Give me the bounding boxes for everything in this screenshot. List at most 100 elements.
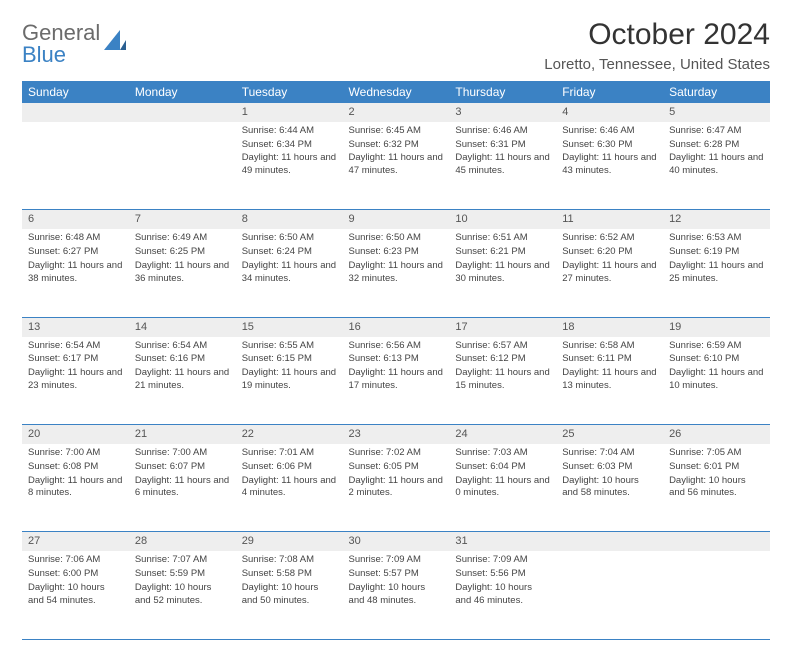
sunset-text: Sunset: 6:16 PM	[135, 353, 230, 366]
day-cell: Sunrise: 7:02 AMSunset: 6:05 PMDaylight:…	[343, 444, 450, 532]
daylight-text: Daylight: 11 hours and 10 minutes.	[669, 367, 764, 393]
sunset-text: Sunset: 6:24 PM	[242, 246, 337, 259]
daynum-row: 20212223242526	[22, 425, 770, 444]
sunset-text: Sunset: 6:04 PM	[455, 461, 550, 474]
sunrise-text: Sunrise: 6:44 AM	[242, 125, 337, 138]
day-number-cell: 25	[556, 425, 663, 444]
day-cell-body: Sunrise: 6:45 AMSunset: 6:32 PMDaylight:…	[343, 122, 450, 183]
day-cell: Sunrise: 7:09 AMSunset: 5:57 PMDaylight:…	[343, 551, 450, 639]
daylight-text: Daylight: 11 hours and 27 minutes.	[562, 260, 657, 286]
sunrise-text: Sunrise: 6:59 AM	[669, 340, 764, 353]
day-cell-body: Sunrise: 6:53 AMSunset: 6:19 PMDaylight:…	[663, 229, 770, 290]
sunset-text: Sunset: 6:19 PM	[669, 246, 764, 259]
day-cell-body: Sunrise: 6:58 AMSunset: 6:11 PMDaylight:…	[556, 337, 663, 398]
day-cell-body: Sunrise: 6:44 AMSunset: 6:34 PMDaylight:…	[236, 122, 343, 183]
day-cell-body: Sunrise: 6:54 AMSunset: 6:17 PMDaylight:…	[22, 337, 129, 398]
day-header: Thursday	[449, 81, 556, 103]
week-row: Sunrise: 7:00 AMSunset: 6:08 PMDaylight:…	[22, 444, 770, 532]
day-cell: Sunrise: 7:08 AMSunset: 5:58 PMDaylight:…	[236, 551, 343, 639]
sunrise-text: Sunrise: 6:50 AM	[349, 232, 444, 245]
sunset-text: Sunset: 6:07 PM	[135, 461, 230, 474]
day-cell: Sunrise: 6:54 AMSunset: 6:17 PMDaylight:…	[22, 337, 129, 425]
day-cell-body: Sunrise: 7:05 AMSunset: 6:01 PMDaylight:…	[663, 444, 770, 505]
day-cell: Sunrise: 7:09 AMSunset: 5:56 PMDaylight:…	[449, 551, 556, 639]
day-number-cell	[129, 103, 236, 122]
day-header: Sunday	[22, 81, 129, 103]
week-row: Sunrise: 6:48 AMSunset: 6:27 PMDaylight:…	[22, 229, 770, 317]
daylight-text: Daylight: 11 hours and 15 minutes.	[455, 367, 550, 393]
daylight-text: Daylight: 11 hours and 0 minutes.	[455, 475, 550, 501]
sunset-text: Sunset: 6:28 PM	[669, 139, 764, 152]
month-title: October 2024	[544, 18, 770, 52]
logo-word-blue: Blue	[22, 42, 66, 67]
daylight-text: Daylight: 11 hours and 34 minutes.	[242, 260, 337, 286]
day-cell: Sunrise: 6:49 AMSunset: 6:25 PMDaylight:…	[129, 229, 236, 317]
day-cell: Sunrise: 6:46 AMSunset: 6:30 PMDaylight:…	[556, 122, 663, 210]
day-cell: Sunrise: 6:52 AMSunset: 6:20 PMDaylight:…	[556, 229, 663, 317]
day-cell-body: Sunrise: 6:48 AMSunset: 6:27 PMDaylight:…	[22, 229, 129, 290]
day-number-cell: 13	[22, 317, 129, 336]
day-number-cell: 30	[343, 532, 450, 551]
day-cell-body: Sunrise: 7:01 AMSunset: 6:06 PMDaylight:…	[236, 444, 343, 505]
daylight-text: Daylight: 11 hours and 47 minutes.	[349, 152, 444, 178]
day-cell-body: Sunrise: 6:54 AMSunset: 6:16 PMDaylight:…	[129, 337, 236, 398]
day-number-cell: 10	[449, 210, 556, 229]
day-number-cell: 1	[236, 103, 343, 122]
day-number-cell: 3	[449, 103, 556, 122]
day-number-cell: 23	[343, 425, 450, 444]
day-cell: Sunrise: 7:00 AMSunset: 6:07 PMDaylight:…	[129, 444, 236, 532]
sunrise-text: Sunrise: 6:50 AM	[242, 232, 337, 245]
day-cell-body: Sunrise: 6:55 AMSunset: 6:15 PMDaylight:…	[236, 337, 343, 398]
day-cell: Sunrise: 6:45 AMSunset: 6:32 PMDaylight:…	[343, 122, 450, 210]
day-cell: Sunrise: 6:53 AMSunset: 6:19 PMDaylight:…	[663, 229, 770, 317]
daylight-text: Daylight: 11 hours and 38 minutes.	[28, 260, 123, 286]
daynum-row: 13141516171819	[22, 317, 770, 336]
day-header: Tuesday	[236, 81, 343, 103]
day-cell: Sunrise: 7:04 AMSunset: 6:03 PMDaylight:…	[556, 444, 663, 532]
day-cell: Sunrise: 7:01 AMSunset: 6:06 PMDaylight:…	[236, 444, 343, 532]
sunset-text: Sunset: 6:20 PM	[562, 246, 657, 259]
day-number-cell: 7	[129, 210, 236, 229]
calendar-page: General Blue October 2024 Loretto, Tenne…	[0, 0, 792, 658]
daylight-text: Daylight: 11 hours and 17 minutes.	[349, 367, 444, 393]
week-row: Sunrise: 7:06 AMSunset: 6:00 PMDaylight:…	[22, 551, 770, 639]
daylight-text: Daylight: 11 hours and 49 minutes.	[242, 152, 337, 178]
day-cell: Sunrise: 7:05 AMSunset: 6:01 PMDaylight:…	[663, 444, 770, 532]
day-cell: Sunrise: 6:55 AMSunset: 6:15 PMDaylight:…	[236, 337, 343, 425]
daynum-row: 2728293031	[22, 532, 770, 551]
daylight-text: Daylight: 11 hours and 23 minutes.	[28, 367, 123, 393]
day-cell-body: Sunrise: 6:56 AMSunset: 6:13 PMDaylight:…	[343, 337, 450, 398]
day-number-cell: 24	[449, 425, 556, 444]
daylight-text: Daylight: 11 hours and 45 minutes.	[455, 152, 550, 178]
sunset-text: Sunset: 6:01 PM	[669, 461, 764, 474]
sunrise-text: Sunrise: 6:46 AM	[455, 125, 550, 138]
day-cell	[663, 551, 770, 639]
day-cell: Sunrise: 6:46 AMSunset: 6:31 PMDaylight:…	[449, 122, 556, 210]
day-cell-body: Sunrise: 7:00 AMSunset: 6:08 PMDaylight:…	[22, 444, 129, 505]
day-number-cell: 31	[449, 532, 556, 551]
day-cell-body: Sunrise: 6:50 AMSunset: 6:23 PMDaylight:…	[343, 229, 450, 290]
sunrise-text: Sunrise: 6:54 AM	[135, 340, 230, 353]
day-cell	[556, 551, 663, 639]
daylight-text: Daylight: 11 hours and 32 minutes.	[349, 260, 444, 286]
daynum-row: 6789101112	[22, 210, 770, 229]
day-cell: Sunrise: 6:59 AMSunset: 6:10 PMDaylight:…	[663, 337, 770, 425]
sunset-text: Sunset: 6:05 PM	[349, 461, 444, 474]
day-number-cell: 19	[663, 317, 770, 336]
sunset-text: Sunset: 6:12 PM	[455, 353, 550, 366]
logo-text: General Blue	[22, 22, 100, 66]
daylight-text: Daylight: 10 hours and 58 minutes.	[562, 475, 657, 501]
day-number-cell: 14	[129, 317, 236, 336]
day-cell: Sunrise: 6:48 AMSunset: 6:27 PMDaylight:…	[22, 229, 129, 317]
sunset-text: Sunset: 6:21 PM	[455, 246, 550, 259]
day-cell-body: Sunrise: 6:46 AMSunset: 6:30 PMDaylight:…	[556, 122, 663, 183]
daylight-text: Daylight: 11 hours and 19 minutes.	[242, 367, 337, 393]
logo-sail-icon	[102, 28, 128, 58]
sunset-text: Sunset: 6:15 PM	[242, 353, 337, 366]
day-cell: Sunrise: 7:03 AMSunset: 6:04 PMDaylight:…	[449, 444, 556, 532]
sunrise-text: Sunrise: 7:01 AM	[242, 447, 337, 460]
sunrise-text: Sunrise: 6:52 AM	[562, 232, 657, 245]
day-number-cell: 5	[663, 103, 770, 122]
day-number-cell: 2	[343, 103, 450, 122]
daylight-text: Daylight: 11 hours and 13 minutes.	[562, 367, 657, 393]
